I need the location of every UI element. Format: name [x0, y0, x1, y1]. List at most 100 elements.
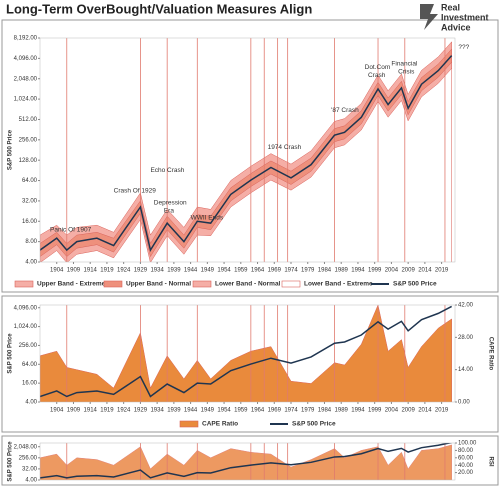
- x-tick-label: 1999: [368, 408, 382, 414]
- plot-area: [40, 305, 452, 402]
- plot-area: [40, 38, 453, 262]
- x-tick-label: 2004: [385, 408, 399, 414]
- y2-tick-label: 60.00: [458, 455, 474, 461]
- legend-swatch: [192, 280, 212, 288]
- x-tick-label: 1969: [268, 408, 282, 414]
- legend-label: Lower Band - Normal: [215, 281, 281, 288]
- y-tick-label: 256.00: [19, 343, 38, 349]
- annotation: 1974 Crash: [268, 144, 302, 151]
- x-tick-label: 2004: [385, 268, 399, 274]
- x-tick-label: 1964: [251, 268, 265, 274]
- x-tick-label: 1919: [100, 408, 114, 414]
- logo-text: Advice: [441, 22, 471, 32]
- y2-tick-label: 0.00: [458, 400, 470, 406]
- y2-axis-label: RSI: [487, 456, 493, 466]
- y-tick-label: 256.00: [19, 455, 38, 461]
- y-tick-label: 32.00: [22, 198, 38, 204]
- y-tick-label: 1,024.00: [14, 324, 38, 330]
- y-axis-label: S&P 500 Price: [8, 129, 14, 170]
- y-tick-label: 4.00: [25, 478, 37, 484]
- x-tick-label: 1984: [318, 268, 332, 274]
- axis-box: [39, 304, 456, 403]
- panel-frame: [1, 295, 499, 433]
- y-tick-label: 64.00: [22, 178, 38, 184]
- y2-tick-label: 28.00: [458, 335, 474, 341]
- line: [40, 305, 452, 398]
- chart-title: Long-Term OverBought/Valuation Measures …: [6, 1, 312, 16]
- x-tick-label: 1939: [167, 408, 181, 414]
- x-tick-label: 1914: [84, 408, 98, 414]
- x-tick-label: 2009: [401, 408, 415, 414]
- line: [40, 55, 453, 253]
- y-tick-label: 2,048.00: [14, 76, 38, 82]
- x-tick-label: 1994: [351, 408, 365, 414]
- x-tick-label: 1919: [100, 268, 114, 274]
- y2-tick-label: 20.00: [458, 470, 474, 476]
- panel-frame: [1, 19, 499, 293]
- y2-axis-label: CAPE Ratio: [487, 337, 493, 371]
- panel-frame: [1, 435, 499, 486]
- legend-swatch: [281, 280, 301, 288]
- x-tick-label: 2014: [418, 408, 432, 414]
- legend-label: Upper Band - Normal: [126, 281, 191, 288]
- x-tick-label: 1944: [184, 408, 198, 414]
- x-tick-label: 1909: [67, 408, 81, 414]
- y-tick-label: 4,096.00: [14, 56, 38, 62]
- y-tick-label: 2,048.00: [14, 444, 38, 450]
- y-tick-label: 16.00: [22, 219, 38, 225]
- x-tick-label: 1954: [217, 268, 231, 274]
- y-tick-label: 4,096.00: [14, 305, 38, 311]
- y-tick-label: 8,192.00: [14, 36, 38, 42]
- x-tick-label: 1989: [335, 408, 349, 414]
- y2-tick-label: 14.00: [458, 367, 474, 373]
- logo-text: Investment: [441, 12, 489, 22]
- annotation: Depression: [154, 200, 187, 207]
- y-tick-label: 16.00: [22, 381, 38, 387]
- annotation: '87 Crash: [331, 107, 359, 114]
- annotation: Financial: [391, 61, 418, 68]
- x-tick-label: 1989: [335, 268, 349, 274]
- annotation: Crisis: [398, 68, 415, 75]
- y-axis-label: S&P 500 Price: [8, 333, 14, 374]
- x-tick-label: 1974: [284, 268, 298, 274]
- annotation: Echo Crash: [150, 167, 184, 174]
- x-tick-label: 1949: [201, 268, 215, 274]
- y-tick-label: 1,024.00: [14, 97, 38, 103]
- x-tick-label: 2019: [435, 408, 449, 414]
- x-tick-label: 1984: [318, 408, 332, 414]
- x-tick-label: 1964: [251, 408, 265, 414]
- y-tick-label: 8.00: [25, 239, 37, 245]
- annotation: Panic Of 1907: [50, 226, 92, 233]
- legend-label: Upper Band - Extreme: [37, 281, 106, 288]
- legend-swatch: [179, 420, 199, 428]
- y-tick-label: 4.00: [25, 400, 37, 406]
- axis-box: [39, 37, 456, 263]
- y-tick-label: 4.00: [25, 260, 37, 266]
- logo-text: Real: [441, 2, 460, 12]
- x-tick-label: 1929: [134, 268, 148, 274]
- line: [40, 443, 452, 479]
- annotation: Crash Of 1929: [114, 188, 157, 195]
- x-tick-label: 1999: [368, 268, 382, 274]
- x-tick-label: 2014: [418, 268, 432, 274]
- annotation: Era: [164, 207, 175, 214]
- area: [40, 305, 452, 402]
- x-tick-label: 1994: [351, 268, 365, 274]
- y-tick-label: 64.00: [22, 362, 38, 368]
- x-tick-label: 1904: [50, 408, 64, 414]
- y-axis-label: S&P 500 Price: [8, 441, 14, 482]
- y-tick-label: 512.00: [19, 117, 38, 123]
- x-tick-label: 1929: [134, 408, 148, 414]
- y2-tick-label: 100.00: [458, 441, 477, 447]
- annotation: Dot.Com: [365, 64, 391, 71]
- x-tick-label: 1934: [150, 408, 164, 414]
- y-tick-label: 256.00: [19, 137, 38, 143]
- x-tick-label: 1939: [167, 268, 181, 274]
- area: [40, 67, 452, 262]
- annotation: ???: [458, 44, 469, 51]
- plot-area: [40, 443, 452, 480]
- y2-tick-label: 42.00: [458, 303, 474, 309]
- legend-swatch: [14, 280, 34, 288]
- x-tick-label: 1979: [301, 408, 315, 414]
- annotation: WWII Ends: [191, 215, 224, 222]
